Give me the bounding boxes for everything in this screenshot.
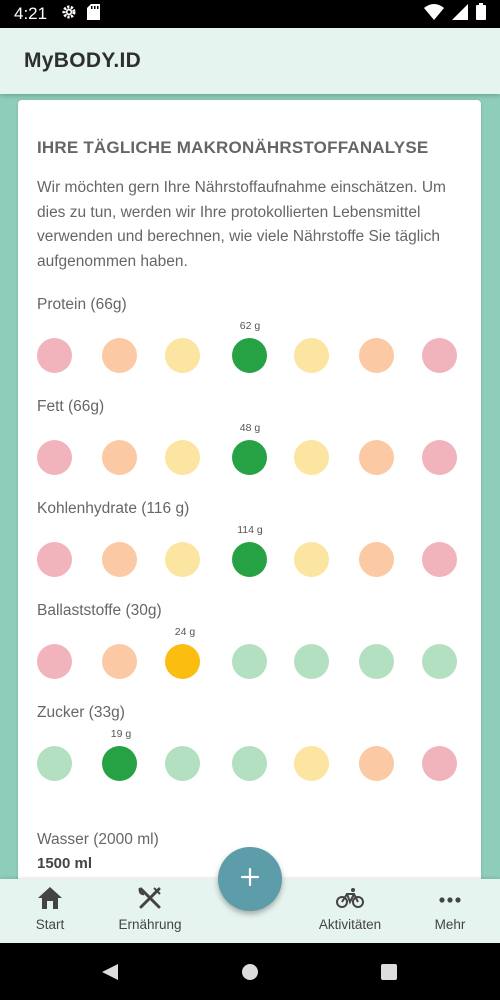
nutrient-label-ballaststoffe: Ballaststoffe (30g)	[37, 602, 162, 619]
scale-row-fett	[37, 440, 457, 476]
scale-dot	[232, 644, 267, 679]
nav-label-aktivitaeten: Aktivitäten	[318, 917, 382, 932]
home-circle-icon[interactable]	[241, 963, 259, 986]
plus-icon	[240, 867, 260, 892]
scale-row-ballaststoffe	[37, 644, 457, 680]
scale-dot	[232, 746, 267, 781]
nutrient-value-fett: 48 g	[239, 422, 261, 434]
nutrient-label-fett: Fett (66g)	[37, 398, 105, 415]
scale-dot	[165, 338, 200, 373]
scale-dot	[294, 440, 329, 475]
scale-dot	[422, 440, 457, 475]
scale-dot	[37, 338, 72, 373]
scale-dot	[422, 746, 457, 781]
scale-dot	[422, 338, 457, 373]
scale-dot	[359, 644, 394, 679]
scale-dot	[359, 746, 394, 781]
scale-dot	[359, 542, 394, 577]
scale-dot	[37, 440, 72, 475]
nutrient-value-zucker: 19 g	[110, 728, 132, 740]
scale-dot	[359, 338, 394, 373]
scale-dot	[422, 644, 457, 679]
app-bar: MyBODY.ID	[0, 28, 500, 94]
nav-label-mehr: Mehr	[434, 917, 466, 932]
status-bar: 4:21	[0, 0, 500, 28]
scale-dot-active	[232, 542, 267, 577]
add-fab-button[interactable]	[218, 847, 282, 911]
scale-dot	[294, 338, 329, 373]
recents-icon[interactable]	[380, 963, 398, 986]
scale-dot	[102, 644, 137, 679]
scale-dot	[102, 542, 137, 577]
nav-label-start: Start	[35, 917, 65, 932]
scale-dot-active	[102, 746, 137, 781]
nav-label-ernaehrung: Ernährung	[118, 917, 182, 932]
wifi-icon	[424, 3, 444, 25]
app-title: MyBODY.ID	[24, 49, 142, 72]
water-value: 1500 ml	[37, 855, 93, 872]
nav-item-start[interactable]: Start	[5, 886, 95, 932]
signal-icon	[452, 3, 468, 25]
scale-dot	[165, 440, 200, 475]
scale-dot	[102, 338, 137, 373]
scale-dot	[37, 542, 72, 577]
scale-dot	[165, 746, 200, 781]
nutrient-value-ballaststoffe: 24 g	[174, 626, 196, 638]
nutrient-label-protein: Protein (66g)	[37, 296, 127, 313]
scale-dot	[37, 644, 72, 679]
nutrient-label-kohlenhydrate: Kohlenhydrate (116 g)	[37, 500, 190, 517]
scale-dot	[102, 440, 137, 475]
nav-item-ernaehrung[interactable]: Ernährung	[105, 886, 195, 932]
nutrient-value-protein: 62 g	[239, 320, 261, 332]
card-title: IHRE TÄGLICHE MAKRONÄHRSTOFFANALYSE	[37, 138, 429, 157]
nutrient-value-kohlenhydrate: 114 g	[237, 524, 263, 536]
nav-item-aktivitaeten[interactable]: Aktivitäten	[305, 887, 395, 932]
scale-row-zucker	[37, 746, 457, 782]
home-icon	[37, 886, 63, 915]
bicycle-icon	[336, 887, 364, 914]
nav-item-mehr[interactable]: Mehr	[405, 887, 495, 932]
scale-dot-active	[165, 644, 200, 679]
scale-dot	[294, 746, 329, 781]
scale-dot	[359, 440, 394, 475]
battery-icon	[476, 3, 486, 25]
scale-dot	[165, 542, 200, 577]
macro-analysis-card: IHRE TÄGLICHE MAKRONÄHRSTOFFANALYSE Wir …	[18, 100, 481, 900]
status-time: 4:21	[14, 4, 48, 23]
cutlery-icon	[138, 886, 162, 915]
nutrient-label-zucker: Zucker (33g)	[37, 704, 125, 721]
back-icon[interactable]	[101, 963, 119, 986]
scale-dot	[422, 542, 457, 577]
scale-dot-active	[232, 440, 267, 475]
scale-dot-active	[232, 338, 267, 373]
more-icon	[438, 891, 462, 909]
scale-dot	[294, 542, 329, 577]
scale-dot	[294, 644, 329, 679]
system-nav-bar	[0, 943, 500, 1000]
scale-dot	[37, 746, 72, 781]
settings-icon	[61, 4, 77, 25]
scale-row-kohlenhydrate	[37, 542, 457, 578]
sd-card-icon	[87, 3, 101, 25]
water-label: Wasser (2000 ml)	[37, 831, 159, 848]
scale-row-protein	[37, 338, 457, 374]
card-description: Wir möchten gern Ihre Nährstoffaufnahme …	[37, 179, 446, 270]
